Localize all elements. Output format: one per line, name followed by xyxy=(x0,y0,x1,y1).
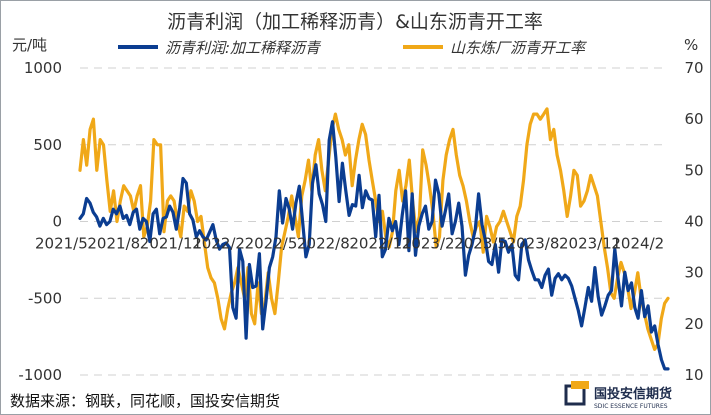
x-tick-label: 2023/8 xyxy=(507,235,560,253)
right-tick-label: 20 xyxy=(684,315,703,333)
left-axis-unit: 元/吨 xyxy=(12,36,47,54)
company-logo: 国投安信期货 SDIC ESSENCE FUTURES xyxy=(564,381,672,410)
chart-title: 沥青利润（加工稀释沥青）&山东沥青开工率 xyxy=(167,11,543,33)
right-tick-label: 40 xyxy=(684,213,703,231)
right-tick-label: 30 xyxy=(684,264,703,282)
left-axis-ticks: 1000 500 0 -500 -1000 xyxy=(18,59,62,384)
x-tick-label: 2023/11 xyxy=(559,235,621,253)
right-axis-ticks: 70 60 50 40 30 20 10 xyxy=(684,59,703,384)
left-tick-label: 500 xyxy=(33,136,62,154)
series-layer xyxy=(78,107,670,371)
left-tick-label: -1000 xyxy=(18,366,62,384)
left-tick-label: 1000 xyxy=(24,59,62,77)
right-tick-label: 60 xyxy=(684,110,703,128)
source-note: 数据来源：钢联，同花顺，国投安信期货 xyxy=(10,392,280,410)
x-tick-label: 2022/5 xyxy=(245,235,298,253)
x-tick-label: 2024/2 xyxy=(611,235,664,253)
legend: 沥青利润:加工稀释沥青 山东炼厂沥青开工率 xyxy=(118,39,587,57)
x-tick-label: 2021/8 xyxy=(87,235,140,253)
right-tick-label: 70 xyxy=(684,59,703,77)
logo-name-cn: 国投安信期货 xyxy=(594,386,672,402)
logo-name-en: SDIC ESSENCE FUTURES xyxy=(594,403,668,410)
right-tick-label: 10 xyxy=(684,366,703,384)
left-tick-label: -500 xyxy=(28,289,62,307)
x-tick-label: 2022/2 xyxy=(192,235,245,253)
logo-mark-accent xyxy=(571,381,589,389)
x-tick-label: 2023/5 xyxy=(454,235,507,253)
series-line-profit xyxy=(78,120,670,371)
right-axis-unit: % xyxy=(684,36,698,54)
legend-label-utilization: 山东炼厂沥青开工率 xyxy=(450,39,587,57)
x-tick-label: 2022/11 xyxy=(349,235,411,253)
x-tick-label: 2023/2 xyxy=(402,235,455,253)
right-tick-label: 50 xyxy=(684,161,703,179)
left-tick-label: 0 xyxy=(52,213,62,231)
legend-label-profit: 沥青利润:加工稀释沥青 xyxy=(165,39,322,57)
x-tick-label: 2022/8 xyxy=(297,235,350,253)
x-tick-label: 2021/5 xyxy=(35,235,88,253)
x-tick-label: 2021/11 xyxy=(140,235,202,253)
